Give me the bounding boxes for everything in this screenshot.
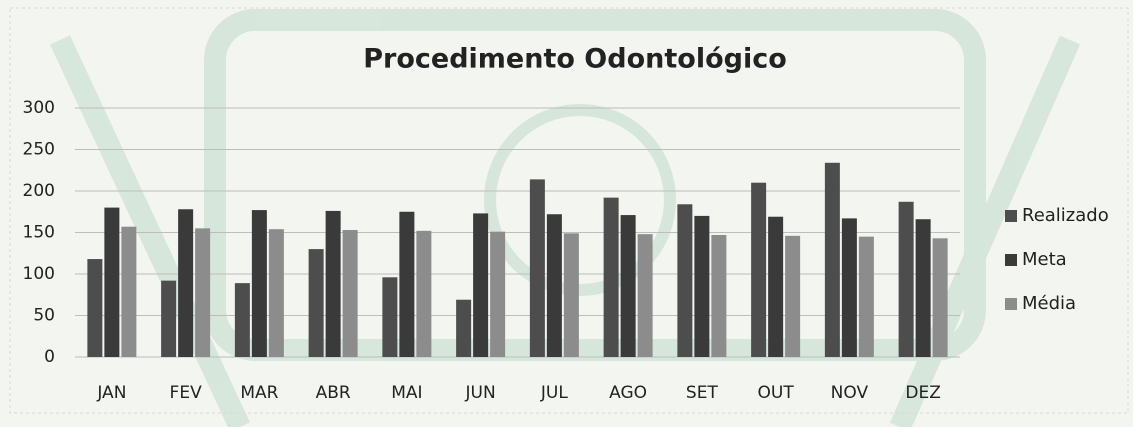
bar [399, 211, 415, 357]
bar [490, 231, 506, 357]
bar [620, 215, 636, 357]
bar [768, 216, 784, 357]
y-tick-label: 50 [33, 306, 55, 326]
bar [234, 283, 250, 357]
x-tick-label: DEZ [905, 383, 940, 403]
bar [308, 249, 324, 357]
x-tick-label: OUT [758, 383, 795, 403]
bar [251, 210, 267, 357]
bar [677, 204, 693, 357]
x-tick-label: SET [686, 383, 719, 403]
bar [841, 218, 857, 357]
bar [456, 299, 472, 357]
bar [104, 207, 120, 357]
bar [382, 277, 398, 357]
bar [268, 229, 284, 357]
bar [785, 235, 801, 357]
legend-label: Meta [1022, 249, 1067, 270]
bar [473, 213, 489, 357]
y-tick-label: 100 [23, 264, 55, 284]
x-tick-label: JAN [96, 383, 126, 403]
x-tick-label: JUN [465, 383, 496, 403]
legend-label: Realizado [1022, 205, 1109, 226]
x-tick-label: FEV [170, 383, 203, 403]
bar [711, 234, 727, 357]
bar [161, 280, 177, 357]
bar [751, 182, 767, 357]
bar [603, 197, 619, 357]
legend-label: Média [1022, 293, 1076, 314]
bar [898, 201, 914, 357]
x-tick-label: NOV [831, 383, 869, 403]
bar [195, 228, 211, 357]
y-tick-label: 150 [23, 223, 55, 243]
bar [932, 238, 948, 357]
y-tick-label: 200 [23, 181, 55, 201]
bar [858, 236, 874, 357]
bar [87, 259, 103, 357]
bar [824, 162, 840, 357]
bar [637, 234, 653, 357]
chart-border [9, 7, 1129, 414]
bar [563, 233, 579, 357]
watermark [50, 9, 1081, 427]
x-tick-label: MAI [391, 383, 422, 403]
legend-swatch [1005, 298, 1017, 310]
y-tick-label: 250 [23, 140, 55, 160]
bar [121, 226, 137, 357]
legend-swatch [1005, 254, 1017, 266]
legend-swatch [1005, 210, 1017, 222]
bar [694, 215, 710, 357]
y-tick-label: 0 [44, 347, 55, 367]
x-tick-label: MAR [240, 383, 278, 403]
bar [325, 210, 341, 357]
y-tick-label: 300 [23, 98, 55, 118]
x-tick-label: AGO [609, 383, 647, 403]
x-tick-label: ABR [316, 383, 351, 403]
bar [529, 179, 545, 357]
chart-title: Procedimento Odontológico [363, 44, 787, 75]
bar [546, 214, 562, 357]
bar [915, 219, 931, 357]
x-tick-label: JUL [540, 383, 568, 403]
bar [416, 230, 432, 357]
bar [178, 209, 194, 357]
bar [342, 230, 358, 357]
